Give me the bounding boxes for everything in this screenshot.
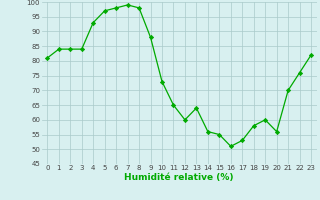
- X-axis label: Humidité relative (%): Humidité relative (%): [124, 173, 234, 182]
